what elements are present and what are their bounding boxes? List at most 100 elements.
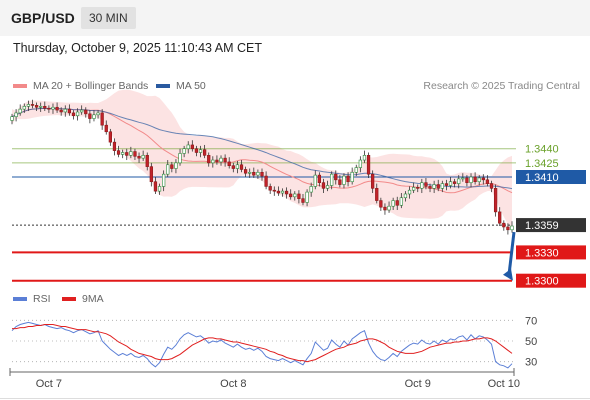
candle-body [153,181,158,192]
ma50-swatch [156,84,170,88]
candle-body [67,108,72,114]
candle-body [289,193,293,198]
candle-body [10,116,14,121]
candle-body [260,171,264,177]
level-label-1: 1.3425 [525,158,559,170]
candle-body [121,152,125,155]
candle-body [116,150,121,155]
candle-body [334,173,338,181]
x-tick-label-2: Oct 9 [405,378,431,390]
candle-body [231,165,235,169]
candle-body [395,200,399,206]
candle-body [145,155,149,167]
candle-body [293,193,297,198]
rsi-tick-label-0: 70 [525,315,537,327]
forecast-arrow-line [507,231,516,275]
candle-body [280,190,285,194]
candle-body [162,173,166,187]
candle-body [457,178,461,184]
candle-body [354,167,358,173]
x-tick-label-0: Oct 7 [36,378,62,390]
candle-body [170,164,174,169]
candle-body [80,109,84,113]
candle-body [416,187,420,189]
candle-body [371,173,375,189]
candle-body [215,159,219,163]
legend-9ma: 9MA [62,293,104,305]
candle-body [444,183,449,186]
currency-pair-title: GBP/USD [11,10,75,26]
ma50-label: MA 50 [176,80,206,92]
candle-body [403,193,408,199]
rsi-tick-label-2: 30 [525,357,537,369]
candle-body [100,112,104,126]
rsi-label: RSI [33,293,51,305]
candle-body [330,173,334,186]
candle-body [22,106,26,110]
legend-ma50: MA 50 [156,80,206,92]
candle-body [71,112,76,117]
ma50-line [11,107,513,190]
level-label-0: 1.3440 [525,144,559,156]
legend-ma20: MA 20 + Bollinger Bands [13,80,148,92]
candle-body [30,104,35,106]
datetime-label: Thursday, October 9, 2025 11:10:43 AM CE… [13,41,262,55]
candle-body [252,171,256,176]
candle-body [264,175,268,187]
rsi-tick-label-1: 50 [525,336,537,348]
candle-body [481,177,485,181]
candle-body [510,225,514,231]
candle-body [461,177,465,180]
candle-body [137,155,141,159]
candle-body [391,200,395,207]
candle-body [309,186,313,193]
bottom-border [0,398,590,399]
candle-body [186,144,190,150]
candle-body [219,157,223,163]
level-label-5: 1.3300 [525,276,559,288]
candle-body [358,159,362,168]
candle-body [272,189,276,192]
candle-body [125,152,129,156]
candle-body [452,181,457,184]
candle-body [432,184,436,189]
candle-body [149,166,153,183]
candle-body [448,181,453,186]
timeframe-button[interactable]: 30 MIN [81,7,136,29]
candle-body [166,164,170,175]
candle-body [157,186,162,192]
candle-body [506,226,510,231]
level-box-3 [516,218,586,233]
candle-body [92,114,96,119]
candle-body [198,149,203,153]
candle-body [211,159,215,164]
ma20-label: MA 20 + Bollinger Bands [33,80,149,92]
candle-body [133,151,137,157]
candle-body [485,179,490,184]
level-box-2 [516,170,586,185]
ma9-label: 9MA [82,293,104,305]
candle-body [18,108,22,114]
research-credit: Research © 2025 Trading Central [423,80,580,92]
candle-body [383,206,387,211]
candle-body [342,175,346,185]
legend-rsi: RSI [13,293,51,305]
candle-body [223,157,227,163]
candle-body [141,155,145,159]
candle-body [420,182,424,189]
candle-body [248,171,252,174]
candle-body [129,151,133,156]
candle-body [47,107,51,110]
candle-body [51,106,55,110]
candle-body [182,148,186,154]
candle-body [428,186,432,189]
level-box-5 [516,273,586,288]
candle-body [498,211,502,224]
level-label-2: 1.3410 [525,172,559,184]
candle-body [297,193,301,199]
candle-body [412,187,416,191]
candle-body [502,222,506,228]
candle-body [440,183,444,189]
candle-body [63,108,67,113]
